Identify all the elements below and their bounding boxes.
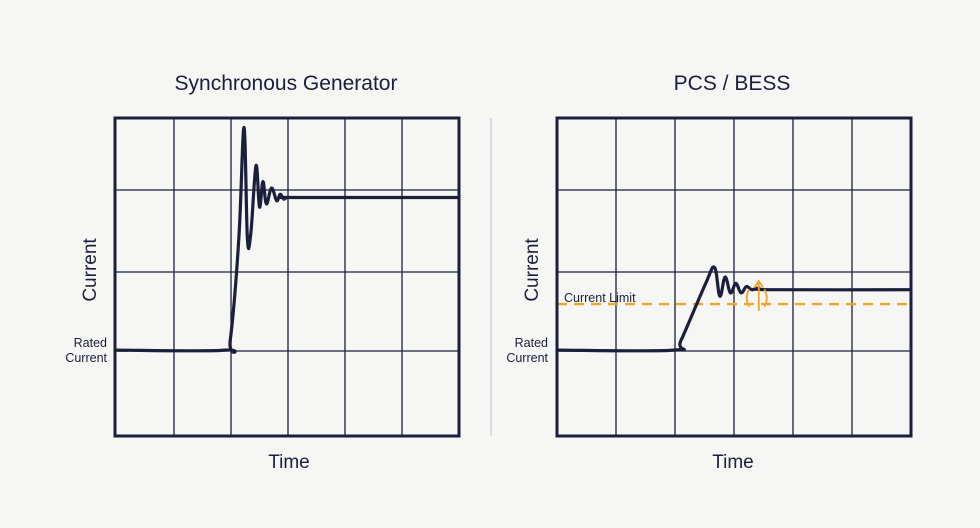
x-axis-label: Time bbox=[712, 452, 754, 473]
clamp-arc-icon bbox=[763, 289, 768, 307]
limit-clamp-arrows bbox=[745, 279, 768, 311]
chart-title: PCS / BESS bbox=[674, 72, 791, 95]
plot-frame bbox=[555, 116, 913, 438]
x-axis-label: Time bbox=[268, 452, 310, 473]
current-limit-label: Current Limit bbox=[564, 291, 636, 305]
rated-current-label-line1: Rated bbox=[515, 336, 548, 350]
clamp-arrow-up-icon bbox=[753, 279, 764, 311]
clamp-arc-icon bbox=[745, 289, 750, 307]
rated-current-label-line1: Rated bbox=[74, 336, 107, 350]
series-line bbox=[113, 125, 461, 354]
rated-current-label-line2: Current bbox=[506, 351, 548, 365]
y-axis-label: Current bbox=[80, 238, 101, 302]
plot-frame bbox=[113, 116, 461, 438]
panel-pcs-bess: PCS / BESS Time Current Rated Current Cu… bbox=[506, 72, 913, 473]
grid bbox=[557, 118, 911, 436]
rated-current-label-line2: Current bbox=[65, 351, 107, 365]
panel-synchronous-generator: Synchronous Generator Time Current Rated… bbox=[65, 72, 461, 473]
y-axis-label: Current bbox=[522, 238, 543, 302]
grid bbox=[115, 118, 459, 436]
chart-title: Synchronous Generator bbox=[175, 72, 398, 95]
